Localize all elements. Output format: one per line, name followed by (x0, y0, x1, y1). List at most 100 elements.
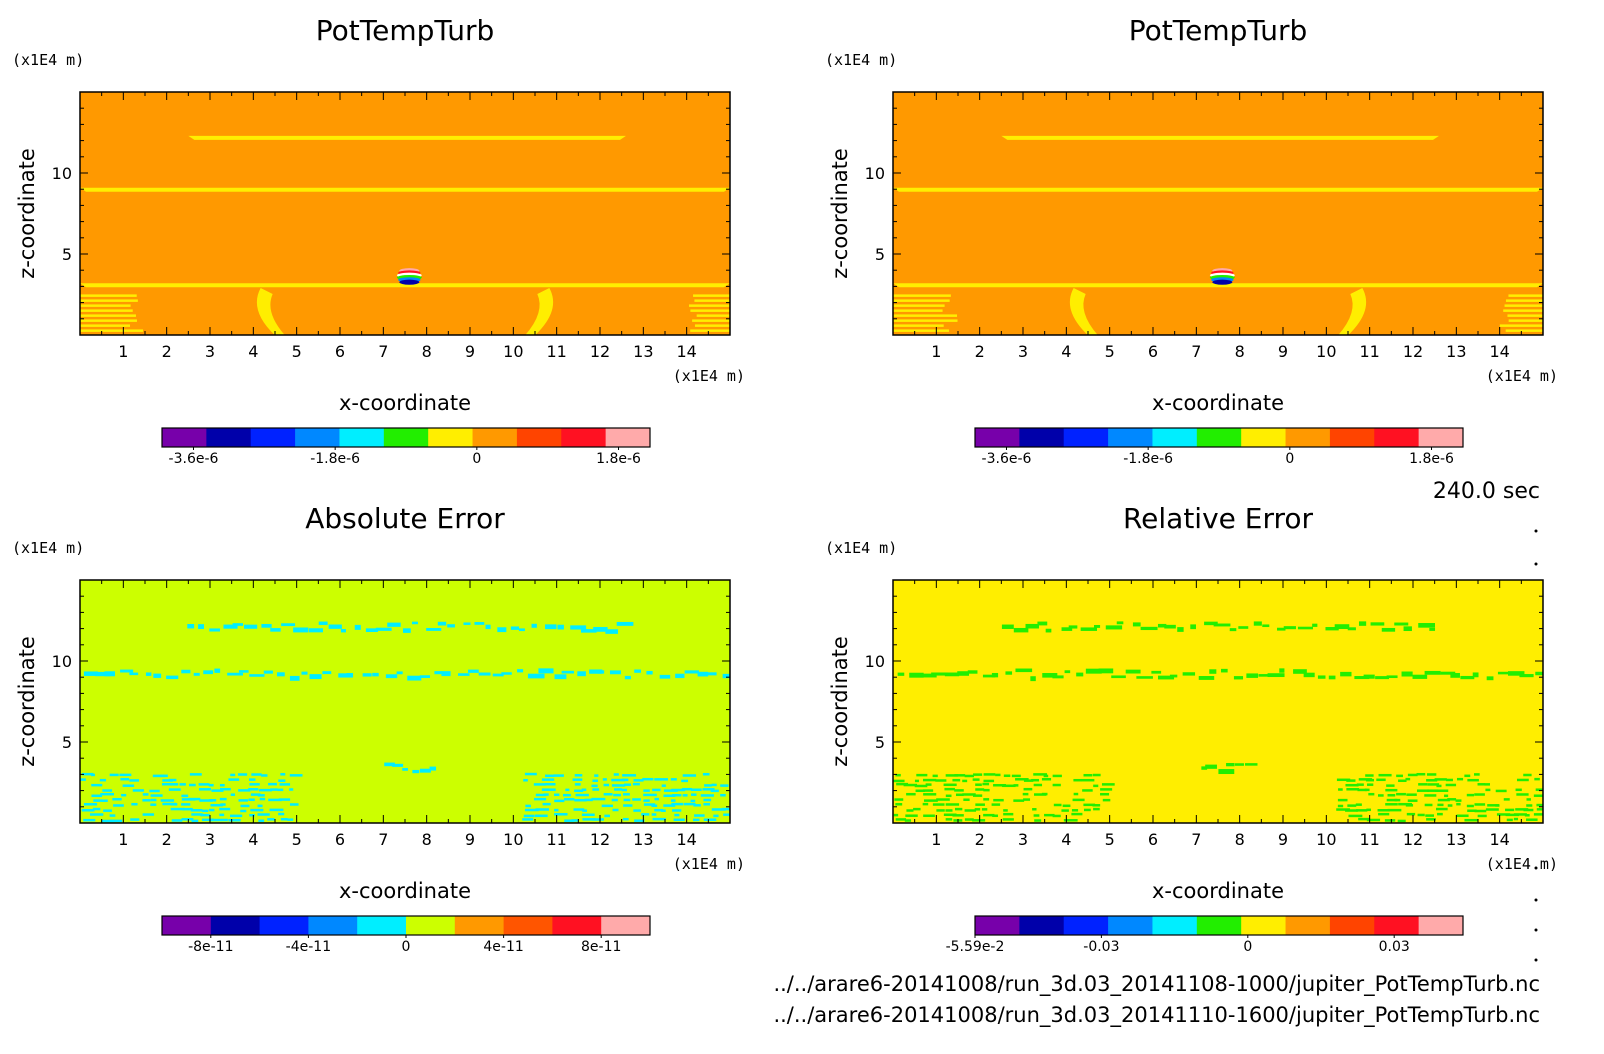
y-axis-label: z-coordinate (828, 148, 852, 279)
error-patch (1293, 669, 1307, 674)
contour-stripe (1503, 309, 1543, 312)
error-patch (1025, 623, 1039, 629)
error-patch (1416, 772, 1426, 776)
error-patch (1229, 628, 1237, 632)
error-patch (1073, 778, 1082, 782)
error-patch (119, 773, 132, 777)
error-patch (219, 797, 227, 801)
error-patch (932, 803, 945, 806)
error-patch (181, 794, 189, 798)
error-patch (1515, 808, 1529, 811)
colorbar-segment (162, 428, 207, 447)
colorbar-segment (308, 916, 358, 935)
error-patch (168, 788, 181, 791)
error-patch (277, 788, 284, 792)
error-patch (437, 621, 447, 626)
error-patch (1396, 774, 1403, 778)
error-patch (974, 808, 981, 811)
error-patch (1063, 819, 1078, 822)
error-patch (893, 813, 899, 817)
panels: PotTempTurb (x1E4 m) (x1E4 m) x-coordinate z… (12, 14, 1558, 955)
error-patch (554, 674, 567, 680)
error-patch (101, 799, 108, 802)
error-patch (982, 674, 996, 678)
error-patch (957, 671, 970, 676)
error-patch (1526, 804, 1533, 807)
error-patch (1484, 783, 1490, 786)
error-patch (1516, 778, 1529, 782)
colorbar-segment (1152, 916, 1198, 935)
error-patch (623, 804, 633, 807)
error-patch (592, 788, 600, 791)
error-patch (203, 670, 214, 675)
error-patch (1101, 783, 1115, 786)
error-patch (1455, 799, 1462, 802)
error-patch (219, 807, 231, 811)
panel-1: PotTempTurb (x1E4 m) (x1E4 m) x-coordinate z… (12, 14, 745, 467)
error-patch (561, 670, 574, 674)
error-patch (81, 824, 94, 827)
error-patch (694, 814, 705, 817)
x-tick-label: 6 (335, 830, 345, 849)
error-patch (1447, 798, 1457, 801)
error-patch (923, 814, 935, 817)
contour-stripe (1499, 324, 1543, 327)
error-patch (270, 824, 283, 827)
x-tick-label: 3 (205, 830, 215, 849)
error-patch (1485, 808, 1499, 811)
error-patch (188, 797, 201, 801)
x-tick-label: 9 (465, 342, 475, 361)
error-patch (1022, 824, 1032, 827)
error-patch (129, 672, 139, 676)
error-patch (577, 671, 586, 677)
error-patch (209, 628, 220, 632)
x-tick-label: 6 (1148, 830, 1158, 849)
error-patch (923, 793, 937, 796)
error-patch (643, 799, 650, 802)
error-patch (1253, 621, 1262, 626)
error-patch (670, 778, 677, 781)
error-patch (534, 814, 548, 818)
error-patch (723, 813, 730, 816)
x-axis-label: x-coordinate (1152, 879, 1284, 903)
error-patch (191, 813, 203, 816)
colorbar-segment (1241, 916, 1287, 935)
error-patch (967, 670, 978, 674)
error-patch (1535, 671, 1543, 676)
error-patch (955, 825, 964, 828)
error-patch (89, 813, 104, 816)
error-patch (1378, 812, 1390, 816)
error-patch (710, 789, 719, 793)
error-patch (562, 793, 571, 797)
contour-stripe (893, 314, 958, 317)
error-patch (1377, 794, 1384, 797)
error-patch (1345, 809, 1358, 812)
error-patch (1495, 804, 1500, 807)
x-tick-label: 10 (503, 342, 523, 361)
error-patch (1100, 792, 1110, 796)
error-patch (895, 818, 907, 821)
x-tick-label: 6 (335, 342, 345, 361)
error-patch (1072, 798, 1085, 802)
x-tick-label: 3 (1018, 342, 1028, 361)
error-patch (120, 777, 130, 781)
x-tick-label: 8 (1235, 830, 1245, 849)
y-unit-label: (x1E4 m) (12, 51, 84, 69)
contour-band (893, 283, 1543, 288)
error-patch (553, 774, 564, 777)
error-patch (1071, 812, 1083, 816)
panel-title: Relative Error (1123, 502, 1314, 535)
error-patch (1345, 783, 1359, 787)
error-patch (575, 793, 589, 797)
error-patch (993, 798, 1004, 802)
error-patch (1076, 672, 1084, 677)
error-patch (703, 803, 710, 806)
error-patch (706, 672, 717, 676)
error-patch (983, 798, 990, 801)
error-patch (201, 818, 214, 822)
x-tick-label: 10 (1316, 830, 1336, 849)
error-patch (211, 789, 224, 792)
x-tick-label: 12 (590, 830, 610, 849)
error-patch (703, 798, 712, 802)
error-patch (1111, 675, 1126, 679)
